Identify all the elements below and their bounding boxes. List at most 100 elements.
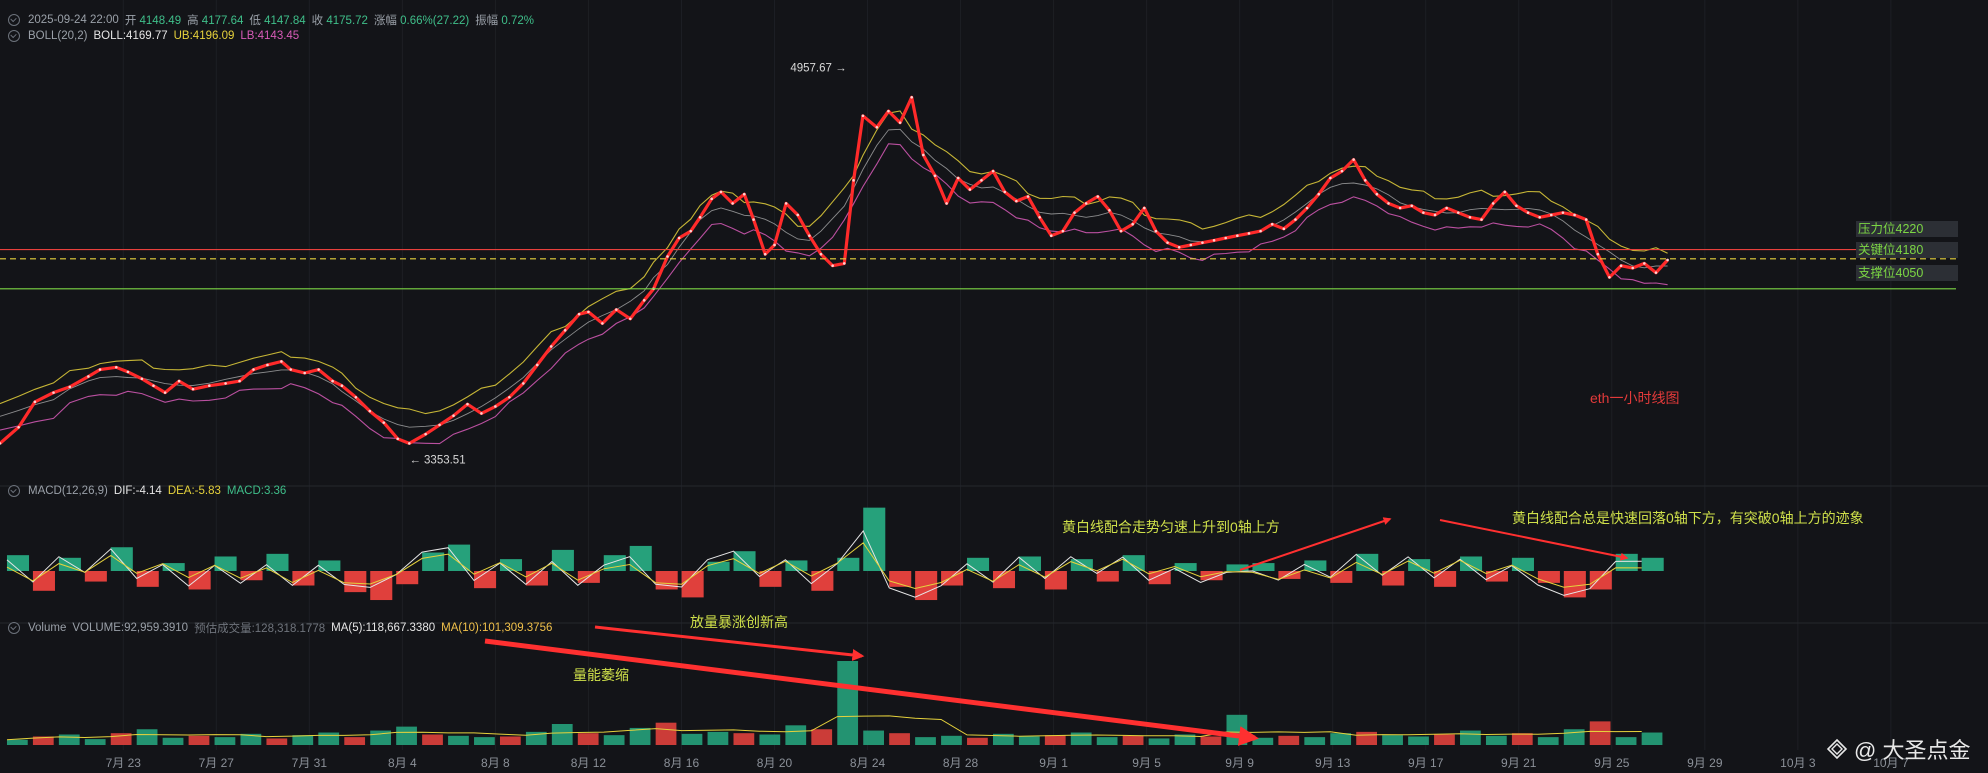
macd-bar xyxy=(162,563,185,571)
collapse-icon[interactable] xyxy=(8,14,20,26)
high-label: 高 xyxy=(187,15,199,27)
macd-bar xyxy=(1148,571,1171,585)
volume-bar xyxy=(84,739,106,745)
price-point xyxy=(933,174,937,178)
price-point xyxy=(1061,229,1065,233)
level-lines xyxy=(0,248,1956,290)
x-tick-label: 7月 23 xyxy=(105,756,141,770)
annotation-arrows xyxy=(484,517,1629,746)
price-point xyxy=(289,368,293,371)
macd-bar xyxy=(58,557,81,571)
x-tick-label: 9月 25 xyxy=(1594,756,1630,770)
price-point xyxy=(1515,204,1518,208)
price-point xyxy=(742,192,746,196)
price-point xyxy=(252,368,255,371)
volume-bar xyxy=(863,730,884,745)
price-point xyxy=(719,190,723,194)
price-point xyxy=(17,425,20,429)
price-point xyxy=(1282,227,1286,231)
price-point xyxy=(280,360,283,363)
macd-bar xyxy=(318,560,341,571)
price-point xyxy=(628,317,632,321)
price-point xyxy=(1329,176,1332,180)
macd-bar xyxy=(396,571,419,585)
price-series xyxy=(0,95,1669,445)
boll-name[interactable]: BOLL(20,2) xyxy=(28,30,88,42)
macd-bar xyxy=(1641,557,1664,571)
price-point xyxy=(1654,271,1658,274)
price-point xyxy=(1108,209,1111,212)
resistance-level-tag: 压力位4220 xyxy=(1856,221,1958,237)
volume-bar xyxy=(1070,732,1092,745)
price-point xyxy=(601,322,604,325)
price-point xyxy=(1491,202,1495,205)
collapse-icon[interactable] xyxy=(8,622,20,634)
close-label: 收 xyxy=(311,15,324,27)
volume-bar xyxy=(811,729,833,745)
volume-note-shrink: 量能萎缩 xyxy=(573,667,629,683)
price-point xyxy=(1270,222,1274,226)
price-point xyxy=(1433,213,1437,217)
price-point xyxy=(87,375,90,378)
x-tick-label: 8月 20 xyxy=(756,756,793,770)
watermark-text: @ 大圣点金 xyxy=(1854,738,1971,763)
volume-ma5: MA(5):118,667.3380 xyxy=(331,622,436,634)
amplitude-label: 振幅 xyxy=(475,15,499,27)
volume-bar xyxy=(681,733,703,745)
price-point xyxy=(494,405,497,408)
volume-note-surge: 放量暴涨创新高 xyxy=(690,614,788,630)
price-point xyxy=(875,125,879,129)
price-point xyxy=(1468,215,1472,219)
macd-bar xyxy=(84,571,107,582)
price-point xyxy=(1317,192,1321,196)
chart-title-note: eth一小时线图 xyxy=(1590,390,1680,406)
x-tick-label: 9月 5 xyxy=(1132,756,1161,770)
price-point xyxy=(1526,211,1530,214)
collapse-icon[interactable] xyxy=(8,30,20,42)
price-point xyxy=(1573,213,1576,217)
price-point xyxy=(1212,239,1216,242)
price-point xyxy=(508,395,511,399)
price-point xyxy=(1224,236,1227,240)
macd-name[interactable]: MACD(12,26,9) xyxy=(28,485,108,497)
volume-bars xyxy=(6,661,1663,745)
volume-bar xyxy=(1304,737,1326,745)
price-point xyxy=(549,345,553,348)
volume-bar xyxy=(1485,735,1507,745)
volume-bar xyxy=(344,737,366,745)
price-point xyxy=(677,236,681,240)
volume-bar xyxy=(266,738,288,745)
volume-name[interactable]: Volume xyxy=(28,622,67,634)
collapse-icon[interactable] xyxy=(8,485,20,497)
macd-bar xyxy=(1408,559,1431,571)
volume-bar xyxy=(162,737,184,745)
low-label: 低 xyxy=(249,15,261,27)
volume-bar xyxy=(1589,721,1611,745)
watermark: @ 大圣点金 xyxy=(1826,733,1970,765)
macd-bar xyxy=(1200,571,1223,581)
price-point xyxy=(408,442,411,445)
volume-bar xyxy=(1537,737,1559,745)
x-tick-label: 7月 27 xyxy=(198,756,234,770)
price-point xyxy=(535,363,539,367)
volume-bar xyxy=(1278,735,1300,745)
price-point xyxy=(752,218,755,221)
price-point xyxy=(438,423,441,427)
macd-bar xyxy=(1044,571,1067,590)
volume-bar xyxy=(1434,734,1455,745)
x-tick-label: 9月 13 xyxy=(1314,756,1351,770)
price-point xyxy=(1131,222,1134,226)
price-point xyxy=(208,384,211,388)
price-point xyxy=(731,202,734,205)
price-annotation: ← 3353.51 xyxy=(409,455,465,467)
price-point xyxy=(177,379,181,383)
macd-bar xyxy=(525,571,548,586)
volume-bar xyxy=(655,722,677,745)
price-point xyxy=(698,215,702,219)
boll-bands xyxy=(0,110,1668,445)
volume-bar xyxy=(1641,732,1663,745)
price-point xyxy=(52,391,55,394)
volume-bar xyxy=(1122,735,1144,745)
price-point xyxy=(1445,206,1448,210)
price-point xyxy=(1073,211,1076,214)
